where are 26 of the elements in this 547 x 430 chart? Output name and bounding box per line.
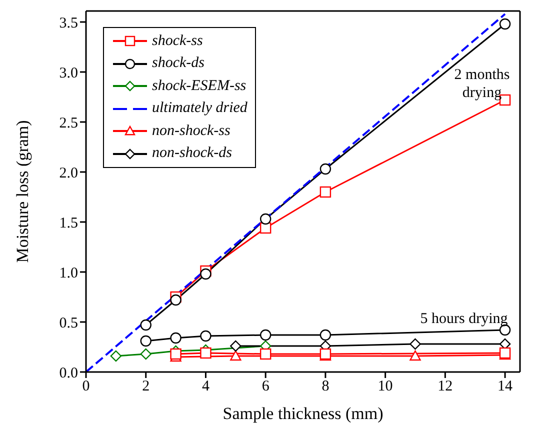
y-tick-label: 2.5 xyxy=(59,115,78,132)
legend-label: shock-ss xyxy=(152,32,203,50)
y-tick-label: 3.0 xyxy=(59,65,78,82)
x-tick-label: 6 xyxy=(262,378,270,395)
x-tick-label: 4 xyxy=(202,378,210,395)
annotation: 2 months drying xyxy=(453,66,511,102)
x-tick-label: 12 xyxy=(438,378,453,395)
y-tick-label: 1.5 xyxy=(59,215,78,232)
legend-label: ultimately dried xyxy=(152,100,248,118)
y-tick-label: 0.0 xyxy=(59,365,78,382)
legend-label: shock-ESEM-ss xyxy=(152,78,246,95)
x-tick-label: 2 xyxy=(142,378,150,395)
annotation: 5 hours drying xyxy=(419,310,509,328)
legend-label: non-shock-ss xyxy=(152,122,230,140)
x-tick-label: 8 xyxy=(322,378,330,395)
x-axis-title: Sample thickness (mm) xyxy=(222,404,384,423)
y-axis-title: Moisture loss (gram) xyxy=(13,120,32,263)
y-tick-label: 2.0 xyxy=(59,165,78,182)
y-tick-label: 0.5 xyxy=(59,315,78,332)
y-tick-label: 3.5 xyxy=(59,15,78,32)
x-tick-label: 14 xyxy=(498,378,514,395)
legend-label: non-shock-ds xyxy=(152,145,232,162)
x-tick-label: 0 xyxy=(82,378,90,395)
legend-label: shock-ds xyxy=(152,55,204,72)
x-tick-label: 10 xyxy=(378,378,393,395)
y-tick-label: 1.0 xyxy=(59,265,78,282)
